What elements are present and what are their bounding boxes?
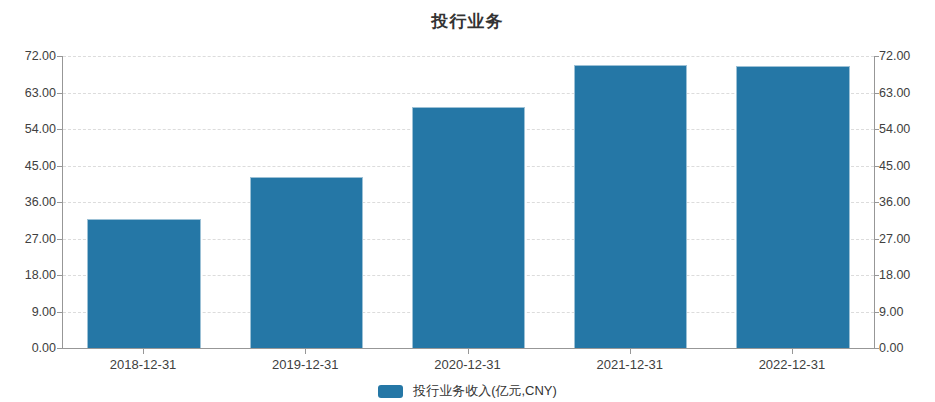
y-axis-tick <box>57 312 62 313</box>
y-tick-label-right: 36.00 <box>879 195 910 209</box>
chart-root: 投行业务 投行业务收入(亿元,CNY) 0.00 0.00 9.00 9.00 18.0… <box>0 0 935 402</box>
legend-item[interactable]: 投行业务收入(亿元,CNY) <box>378 382 557 400</box>
y-tick-label-left: 54.00 <box>25 122 56 136</box>
y-axis-tick <box>57 275 62 276</box>
y-tick-label-left: 72.00 <box>25 49 56 63</box>
y-axis-tick <box>57 202 62 203</box>
plot-area <box>62 56 875 349</box>
x-axis-tick <box>468 349 469 354</box>
y-tick-label-right: 9.00 <box>879 305 903 319</box>
chart-title: 投行业务 <box>0 10 935 33</box>
x-axis-label: 2022-12-31 <box>759 357 826 372</box>
x-axis-tick <box>792 349 793 354</box>
y-tick-label-left: 18.00 <box>25 268 56 282</box>
y-tick-label-left: 0.00 <box>32 341 56 355</box>
bar[interactable] <box>574 65 688 348</box>
x-axis-tick <box>305 349 306 354</box>
y-tick-label-left: 27.00 <box>25 232 56 246</box>
legend-swatch-icon <box>378 385 403 398</box>
x-axis-label: 2018-12-31 <box>110 357 177 372</box>
y-axis-tick <box>57 166 62 167</box>
bar[interactable] <box>250 177 364 348</box>
y-axis-tick <box>57 239 62 240</box>
gridline <box>63 56 874 57</box>
y-tick-label-right: 72.00 <box>879 49 910 63</box>
y-tick-label-left: 45.00 <box>25 159 56 173</box>
y-tick-label-left: 36.00 <box>25 195 56 209</box>
y-tick-label-right: 18.00 <box>879 268 910 282</box>
x-axis-tick <box>630 349 631 354</box>
bar[interactable] <box>736 66 850 348</box>
y-axis-tick <box>57 56 62 57</box>
x-axis-label: 2020-12-31 <box>434 357 501 372</box>
x-axis-label: 2019-12-31 <box>272 357 339 372</box>
y-tick-label-right: 63.00 <box>879 86 910 100</box>
y-tick-label-left: 9.00 <box>32 305 56 319</box>
y-axis-tick <box>57 93 62 94</box>
y-axis-tick <box>57 129 62 130</box>
y-tick-label-right: 27.00 <box>879 232 910 246</box>
bar[interactable] <box>87 219 201 348</box>
y-tick-label-left: 63.00 <box>25 86 56 100</box>
x-axis-tick <box>143 349 144 354</box>
bar[interactable] <box>412 107 526 348</box>
y-tick-label-right: 0.00 <box>879 341 903 355</box>
y-axis-tick <box>57 348 62 349</box>
y-tick-label-right: 54.00 <box>879 122 910 136</box>
legend-label: 投行业务收入(亿元,CNY) <box>413 382 557 400</box>
x-axis-label: 2021-12-31 <box>596 357 663 372</box>
legend: 投行业务收入(亿元,CNY) <box>0 382 935 400</box>
y-tick-label-right: 45.00 <box>879 159 910 173</box>
